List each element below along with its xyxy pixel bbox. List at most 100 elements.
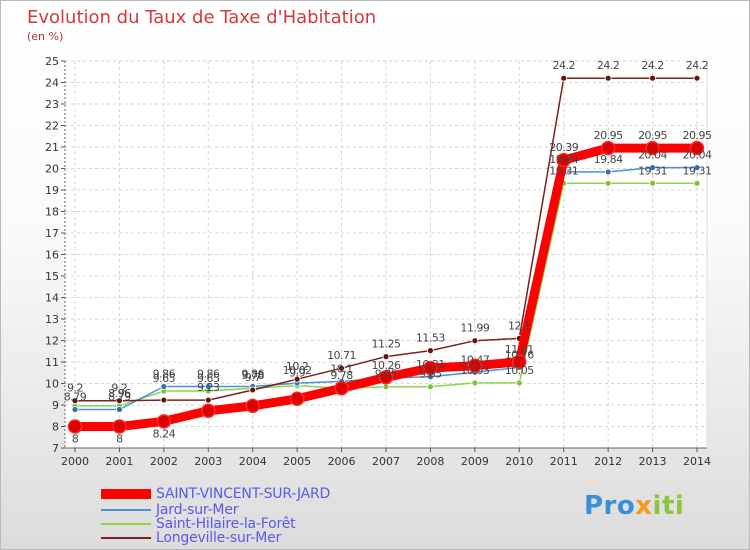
legend-label-0: SAINT-VINCENT-SUR-JARD: [156, 486, 331, 502]
y-tick-label: 25: [45, 55, 59, 68]
data-label-2: 10.03: [460, 364, 489, 377]
x-tick-label: 2011: [550, 455, 578, 468]
x-tick-label: 2005: [283, 455, 311, 468]
data-point-3: [471, 337, 479, 345]
data-label-3: 10.71: [327, 349, 356, 362]
data-point-0: [600, 140, 616, 156]
data-point-0: [289, 391, 305, 407]
data-label-1: 9.86: [241, 368, 264, 381]
legend-swatch-3: [101, 537, 151, 539]
data-label-3: 9.2: [67, 382, 83, 395]
y-tick-label: 15: [45, 270, 59, 283]
data-label-3: 10.2: [286, 360, 309, 373]
legend-item-1: Jard-sur-Mer: [101, 502, 238, 518]
data-label-1: 20.04: [638, 149, 667, 162]
data-label-3: 24.2: [641, 59, 664, 72]
data-point-2: [382, 383, 390, 391]
data-point-0: [467, 358, 483, 373]
data-label-1: 10.47: [460, 353, 489, 366]
data-label-0: 8.24: [153, 427, 176, 440]
y-tick-label: 17: [45, 227, 59, 240]
data-label-3: 9.7: [245, 371, 261, 384]
data-label-0: 8: [116, 433, 123, 446]
data-label-0: 20.39: [549, 141, 578, 154]
data-label-2: 9.85: [419, 368, 442, 381]
data-label-3: 12.1: [508, 319, 531, 332]
data-label-3: 11.99: [460, 322, 489, 335]
data-label-2: 9.78: [330, 369, 353, 382]
data-label-2: 8.96: [108, 387, 131, 400]
data-point-1: [649, 164, 656, 172]
y-tick-label: 14: [45, 292, 59, 305]
data-point-0: [201, 403, 216, 419]
data-label-2: 9.9: [289, 367, 305, 380]
data-label-1: 9.86: [153, 368, 176, 381]
data-label-2: 9.85: [375, 368, 398, 381]
data-point-1: [71, 406, 79, 413]
x-tick-label: 2000: [61, 455, 89, 468]
data-point-2: [649, 179, 656, 187]
data-label-3: 11.53: [416, 332, 445, 345]
data-label-0: 20.95: [638, 129, 667, 142]
proxiti-logo: Proxiti: [584, 491, 685, 521]
data-label-0: 20.95: [594, 129, 623, 142]
legend-item-3: Longeville-sur-Mer: [101, 530, 282, 546]
data-point-3: [693, 74, 701, 82]
data-point-2: [515, 379, 523, 387]
data-label-1: 10.02: [283, 364, 312, 377]
data-label-1: 19.84: [594, 153, 623, 166]
data-label-3: 24.2: [552, 59, 575, 72]
y-tick-label: 7: [52, 442, 59, 455]
x-tick-label: 2002: [150, 455, 178, 468]
data-point-0: [378, 370, 394, 385]
y-tick-label: 19: [45, 184, 59, 197]
y-tick-label: 10: [45, 378, 59, 391]
legend-swatch-1: [101, 509, 151, 511]
data-point-0: [645, 140, 660, 156]
data-label-1: 9.86: [197, 368, 220, 381]
x-tick-label: 2012: [594, 455, 622, 468]
data-point-0: [423, 360, 438, 376]
data-point-1: [693, 164, 701, 172]
data-point-3: [71, 397, 79, 405]
y-tick-label: 11: [45, 356, 59, 369]
legend-label-2: Saint-Hilaire-la-Forêt: [156, 516, 296, 532]
data-point-0: [112, 419, 127, 434]
data-point-3: [249, 386, 257, 394]
y-tick-label: 18: [45, 206, 59, 219]
chart-unit: (en %): [27, 30, 64, 43]
y-tick-label: 16: [45, 249, 59, 262]
data-label-2: 10.05: [505, 364, 534, 377]
x-tick-label: 2013: [639, 455, 667, 468]
data-label-3: 24.2: [597, 59, 620, 72]
data-point-1: [160, 383, 168, 390]
data-point-1: [204, 383, 212, 390]
data-point-2: [693, 179, 701, 187]
data-label-1: 10.31: [416, 358, 445, 371]
data-label-2: 19.31: [549, 164, 578, 177]
y-tick-label: 9: [52, 399, 59, 412]
y-tick-label: 22: [45, 120, 59, 133]
data-point-3: [116, 397, 123, 405]
data-point-3: [204, 396, 212, 404]
legend-swatch-2: [101, 523, 151, 525]
legend-label-3: Longeville-sur-Mer: [156, 530, 282, 546]
data-label-2: 9.65: [197, 372, 220, 385]
x-tick-label: 2006: [328, 455, 356, 468]
data-point-3: [427, 347, 434, 355]
data-point-3: [382, 353, 390, 361]
data-label-3: 11.25: [372, 338, 401, 351]
data-point-2: [427, 383, 434, 391]
data-point-0: [334, 380, 349, 396]
data-point-3: [649, 74, 656, 82]
data-label-1: 10.76: [505, 348, 534, 361]
data-point-0: [689, 140, 705, 156]
x-tick-label: 2010: [505, 455, 533, 468]
data-point-0: [245, 398, 260, 414]
y-tick-label: 21: [45, 141, 59, 154]
legend-item-0: SAINT-VINCENT-SUR-JARD: [101, 486, 331, 502]
legend-item-2: Saint-Hilaire-la-Forêt: [101, 516, 296, 532]
data-point-3: [293, 375, 301, 383]
